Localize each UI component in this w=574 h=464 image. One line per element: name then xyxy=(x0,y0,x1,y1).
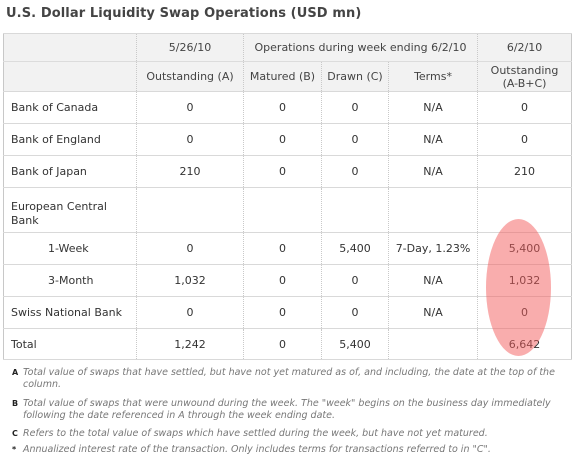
row-name: 3-Month xyxy=(3,264,137,297)
table-row: Bank of England 0 0 0 N/A 0 xyxy=(3,123,573,156)
cell-drawn-c: 0 xyxy=(321,296,389,329)
header-outstanding-total: Outstanding (A-B+C) xyxy=(477,61,573,92)
cell-outstanding-a: 0 xyxy=(136,123,244,156)
cell-outstanding-a: 0 xyxy=(136,296,244,329)
cell-drawn-c: 5,400 xyxy=(321,232,389,265)
table-row-group-header: European Central Bank xyxy=(3,187,573,233)
cell-drawn-c: 0 xyxy=(321,264,389,297)
cell-empty xyxy=(243,187,322,233)
row-name: Total xyxy=(3,328,137,360)
cell-outstanding-total: 0 xyxy=(477,296,573,329)
header-outstanding-total-line1: Outstanding xyxy=(490,63,559,77)
cell-outstanding-a: 0 xyxy=(136,232,244,265)
row-name: Bank of Japan xyxy=(3,155,137,188)
header-drawn-c: Drawn (C) xyxy=(321,61,389,92)
cell-terms: N/A xyxy=(387,264,479,297)
header-row-columns: Outstanding (A) Matured (B) Drawn (C) Te… xyxy=(3,61,573,92)
cell-empty xyxy=(136,187,244,233)
cell-terms: N/A xyxy=(387,155,479,188)
cell-terms xyxy=(387,328,479,360)
swap-operations-table: 5/26/10 Operations during week ending 6/… xyxy=(3,33,573,360)
row-name: Swiss National Bank xyxy=(3,296,137,329)
cell-outstanding-total: 0 xyxy=(477,123,573,156)
footnote-mark: A xyxy=(12,368,19,377)
footnote-a: A Total value of swaps that have settled,… xyxy=(12,367,564,391)
cell-drawn-c: 0 xyxy=(321,123,389,156)
cell-outstanding-a: 1,242 xyxy=(136,328,244,360)
header-corner-2 xyxy=(3,61,137,92)
page-title: U.S. Dollar Liquidity Swap Operations (U… xyxy=(6,6,362,21)
cell-matured-b: 0 xyxy=(243,296,322,329)
table-row: 1-Week 0 0 5,400 7-Day, 1.23% 5,400 xyxy=(3,232,573,265)
cell-outstanding-total: 210 xyxy=(477,155,573,188)
cell-outstanding-total: 1,032 xyxy=(477,264,573,297)
table-row: 3-Month 1,032 0 0 N/A 1,032 xyxy=(3,264,573,297)
footnote-mark: B xyxy=(12,399,19,408)
row-name: European Central Bank xyxy=(3,187,137,233)
table-row-total: Total 1,242 0 5,400 6,642 xyxy=(3,328,573,360)
header-corner xyxy=(3,33,137,62)
footnote-asterisk: * Annualized interest rate of the transac… xyxy=(12,444,564,456)
footnote-text: Annualized interest rate of the transact… xyxy=(23,444,491,455)
cell-terms: 7-Day, 1.23% xyxy=(387,232,479,265)
cell-outstanding-a: 210 xyxy=(136,155,244,188)
header-date-a: 5/26/10 xyxy=(136,33,244,62)
cell-drawn-c: 0 xyxy=(321,91,389,124)
header-date-b: 6/2/10 xyxy=(477,33,573,62)
cell-matured-b: 0 xyxy=(243,123,322,156)
cell-outstanding-total: 5,400 xyxy=(477,232,573,265)
footnote-text: Total value of swaps that have settled, … xyxy=(23,367,555,390)
header-outstanding-total-line2: (A-B+C) xyxy=(502,76,547,90)
cell-terms: N/A xyxy=(387,123,479,156)
table-row: Bank of Japan 210 0 0 N/A 210 xyxy=(3,155,573,188)
header-week-operations: Operations during week ending 6/2/10 xyxy=(242,33,479,62)
cell-matured-b: 0 xyxy=(243,328,322,360)
cell-matured-b: 0 xyxy=(243,232,322,265)
cell-empty xyxy=(321,187,389,233)
row-name: Bank of England xyxy=(3,123,137,156)
table-row: Bank of Canada 0 0 0 N/A 0 xyxy=(3,91,573,124)
cell-drawn-c: 0 xyxy=(321,155,389,188)
cell-outstanding-a: 1,032 xyxy=(136,264,244,297)
footnote-b: B Total value of swaps that were unwound … xyxy=(12,398,564,422)
footnote-mark: C xyxy=(12,429,18,438)
footnote-mark: * xyxy=(12,445,17,454)
cell-matured-b: 0 xyxy=(243,155,322,188)
header-terms: Terms* xyxy=(387,61,479,92)
header-matured-b: Matured (B) xyxy=(243,61,322,92)
cell-outstanding-a: 0 xyxy=(136,91,244,124)
cell-outstanding-total: 6,642 xyxy=(477,328,573,360)
row-name: 1-Week xyxy=(3,232,137,265)
table-row: Swiss National Bank 0 0 0 N/A 0 xyxy=(3,296,573,329)
cell-empty xyxy=(387,187,479,233)
row-name: Bank of Canada xyxy=(3,91,137,124)
cell-matured-b: 0 xyxy=(243,264,322,297)
cell-terms: N/A xyxy=(387,91,479,124)
footnote-text: Refers to the total value of swaps which… xyxy=(23,428,488,439)
header-row-dates: 5/26/10 Operations during week ending 6/… xyxy=(3,33,573,62)
cell-matured-b: 0 xyxy=(243,91,322,124)
cell-empty xyxy=(477,187,573,233)
footnote-c: C Refers to the total value of swaps whic… xyxy=(12,428,564,440)
header-outstanding-a: Outstanding (A) xyxy=(136,61,244,92)
cell-outstanding-total: 0 xyxy=(477,91,573,124)
cell-drawn-c: 5,400 xyxy=(321,328,389,360)
footnote-text: Total value of swaps that were unwound d… xyxy=(23,398,551,421)
cell-terms: N/A xyxy=(387,296,479,329)
